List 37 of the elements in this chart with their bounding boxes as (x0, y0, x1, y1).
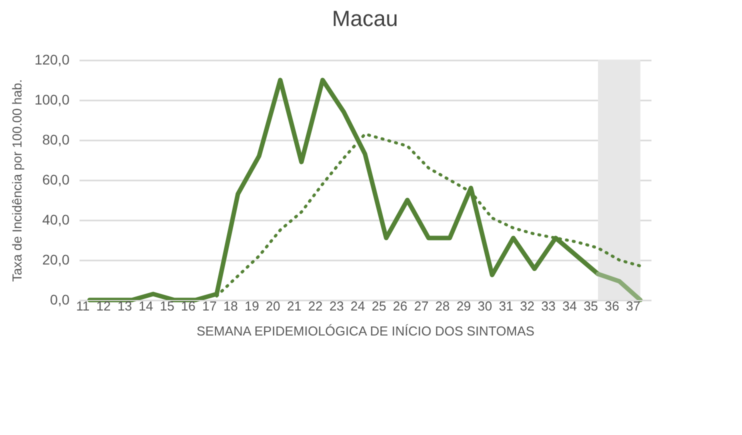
x-tick-label: 16 (181, 298, 196, 314)
x-tick-label: 14 (138, 298, 154, 314)
x-tick-label: 37 (626, 298, 640, 314)
x-tick-label: 18 (223, 298, 238, 314)
chart-title: Macau (332, 6, 398, 31)
x-tick-label: 34 (562, 298, 577, 314)
x-tick-label: 15 (160, 298, 174, 314)
x-tick-label: 17 (202, 298, 217, 314)
y-tick-label: 120,0 (34, 52, 70, 68)
x-tick-label: 30 (478, 298, 492, 314)
x-tick-label: 36 (604, 298, 620, 314)
x-axis-title: SEMANA EPIDEMIOLÓGICA DE INÍCIO DOS SINTOMAS (196, 324, 535, 338)
y-tick-label: 20,0 (42, 252, 70, 268)
x-tick-label: 21 (286, 298, 302, 314)
x-tick-label: 13 (117, 298, 132, 314)
x-tick-label: 26 (392, 298, 408, 314)
x-tick-label: 12 (96, 298, 111, 314)
x-tick-label: 28 (435, 298, 450, 314)
x-tick-label: 19 (244, 298, 260, 314)
x-tick-label: 35 (584, 298, 598, 314)
x-tick-label: 11 (76, 298, 90, 314)
x-tick-label: 27 (414, 298, 429, 314)
y-tick-label: 100,0 (34, 92, 70, 108)
x-tick-label: 31 (498, 298, 514, 314)
x-tick-label: 20 (266, 298, 280, 314)
x-tick-label: 33 (541, 298, 556, 314)
y-tick-label: 60,0 (42, 172, 70, 188)
x-tick-label: 23 (329, 298, 344, 314)
x-tick-label: 25 (372, 298, 386, 314)
x-tick-label: 32 (520, 298, 534, 314)
y-tick-label: 80,0 (42, 132, 70, 148)
y-axis-title: Taxa de Incidência por 100.00 hab. (9, 79, 24, 282)
x-tick-label: 24 (350, 298, 365, 314)
y-tick-label: 40,0 (42, 212, 70, 228)
x-tick-label: 22 (308, 298, 323, 314)
y-tick-label: 0,0 (50, 292, 70, 308)
x-tick-label: 29 (456, 298, 471, 314)
